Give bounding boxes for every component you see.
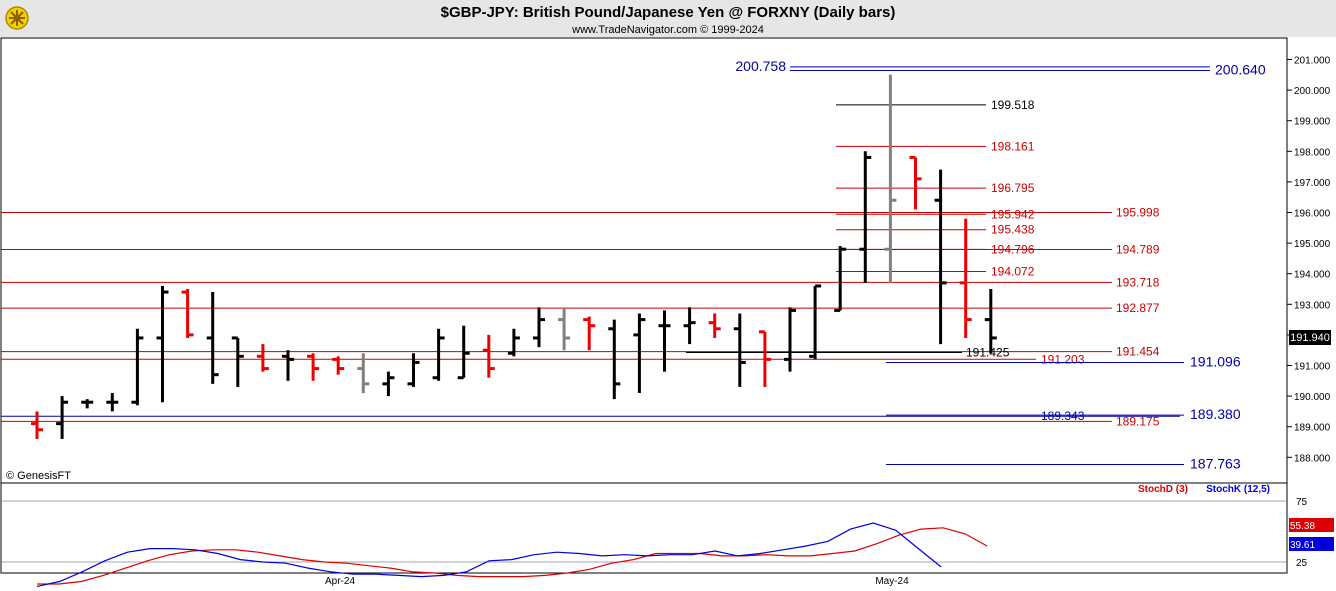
oscillator-pane-frame bbox=[0, 482, 1288, 574]
stoch-k-value: 39.61 bbox=[1290, 540, 1315, 551]
ohlc-bar bbox=[81, 399, 94, 409]
ohlc-bar bbox=[934, 169, 947, 345]
stoch-d-value-tag: 55.38 bbox=[1289, 518, 1334, 532]
price-tick-label: 191.000 bbox=[1294, 362, 1331, 373]
ohlc-bar bbox=[307, 353, 320, 381]
price-tick-label: 199.000 bbox=[1294, 117, 1331, 128]
ohlc-bar bbox=[859, 151, 872, 283]
ohlc-bar bbox=[332, 356, 345, 375]
level-label: 189.343 bbox=[1041, 409, 1085, 423]
ohlc-bar bbox=[256, 344, 269, 372]
stoch-k-legend: StochK (12,5) bbox=[1206, 484, 1270, 495]
ohlc-bar bbox=[633, 313, 646, 394]
price-axis: 201.000 200.000 199.000 198.000 197.000 196.0… bbox=[1287, 56, 1331, 464]
ship-wheel-logo-icon[interactable] bbox=[5, 6, 29, 30]
level-label: 192.877 bbox=[1116, 301, 1160, 315]
ohlc-bar bbox=[708, 313, 721, 338]
ohlc-bar bbox=[482, 334, 495, 378]
level-label: 196.795 bbox=[991, 181, 1035, 195]
price-tick-label: 197.000 bbox=[1294, 178, 1331, 189]
ohlc-bar bbox=[984, 289, 997, 354]
level-label: 189.380 bbox=[1190, 406, 1241, 422]
stoch-d-series bbox=[37, 527, 988, 585]
level-label: 195.998 bbox=[1116, 206, 1160, 220]
ohlc-bar bbox=[282, 350, 294, 381]
ohlc-bar bbox=[959, 218, 972, 338]
ohlc-bar bbox=[432, 328, 445, 381]
ohlc-bar bbox=[382, 371, 395, 397]
level-label: 191.203 bbox=[1041, 352, 1085, 366]
watermark: © GenesisFT bbox=[6, 470, 71, 482]
price-tick-label: 201.000 bbox=[1294, 56, 1331, 67]
stoch-d-legend: StochD (3) bbox=[1138, 484, 1188, 495]
level-label: 189.175 bbox=[1116, 414, 1160, 428]
price-tick-label: 196.000 bbox=[1294, 209, 1331, 220]
price-tick-label: 189.000 bbox=[1294, 423, 1331, 434]
support-resistance-levels: 200.758 200.640 199.518 198.161 196.795 195.9… bbox=[1, 58, 1266, 472]
stoch-tick-25: 25 bbox=[1296, 558, 1308, 569]
ohlc-bar bbox=[407, 353, 420, 387]
ohlc-bar bbox=[884, 74, 897, 283]
level-label: 191.454 bbox=[1116, 345, 1160, 359]
ohlc-bar bbox=[181, 289, 194, 338]
last-price-value: 191.940 bbox=[1290, 332, 1330, 344]
chart-subtitle: www.TradeNavigator.com © 1999-2024 bbox=[571, 24, 764, 36]
ohlc-bar bbox=[156, 285, 169, 403]
ohlc-bar bbox=[357, 353, 370, 394]
price-tick-label: 193.000 bbox=[1294, 300, 1331, 311]
level-label: 200.758 bbox=[735, 58, 786, 74]
level-label: 193.718 bbox=[1116, 275, 1160, 289]
ohlc-bar bbox=[809, 284, 822, 360]
chart-title: $GBP-JPY: British Pound/Japanese Yen @ F… bbox=[441, 4, 896, 21]
ohlc-bar bbox=[206, 292, 219, 384]
stoch-tick-75: 75 bbox=[1296, 497, 1308, 508]
stoch-k-value-tag: 39.61 bbox=[1289, 537, 1334, 551]
level-label: 191.425 bbox=[966, 345, 1010, 359]
ohlc-bar bbox=[909, 155, 922, 210]
level-label: 194.072 bbox=[991, 264, 1035, 278]
level-label: 198.161 bbox=[991, 139, 1035, 153]
level-label: 194.789 bbox=[1116, 243, 1160, 257]
price-tick-label: 190.000 bbox=[1294, 392, 1331, 403]
ohlc-bar bbox=[457, 325, 470, 380]
ohlc-bars bbox=[31, 74, 997, 439]
price-tick-label: 200.000 bbox=[1294, 86, 1331, 97]
stoch-k-series bbox=[36, 522, 942, 587]
x-label-apr: Apr-24 bbox=[325, 576, 355, 587]
level-label: 195.942 bbox=[991, 207, 1035, 221]
ohlc-bar bbox=[583, 316, 596, 351]
price-tick-label: 188.000 bbox=[1294, 453, 1331, 464]
last-price-tag: 191.940 bbox=[1289, 330, 1331, 345]
price-tick-label: 198.000 bbox=[1294, 147, 1331, 158]
ohlc-bar bbox=[533, 307, 545, 348]
header-bar bbox=[0, 0, 1336, 37]
ohlc-bar bbox=[683, 307, 696, 345]
ohlc-bar bbox=[758, 330, 771, 387]
ohlc-bar bbox=[131, 328, 144, 406]
x-label-may: May-24 bbox=[875, 576, 909, 587]
ohlc-bar bbox=[231, 336, 244, 387]
level-label: 195.438 bbox=[991, 223, 1035, 237]
ohlc-bar bbox=[106, 393, 119, 412]
level-label: 191.096 bbox=[1190, 354, 1241, 370]
ohlc-bar bbox=[31, 411, 43, 439]
level-label: 199.518 bbox=[991, 98, 1035, 112]
price-tick-label: 194.000 bbox=[1294, 270, 1331, 281]
ohlc-bar bbox=[507, 328, 520, 357]
stoch-d-value: 55.38 bbox=[1290, 521, 1315, 532]
level-label: 187.763 bbox=[1190, 456, 1241, 472]
ohlc-bar bbox=[608, 319, 621, 400]
ohlc-bar bbox=[56, 396, 69, 439]
level-label: 200.640 bbox=[1215, 62, 1266, 78]
ohlc-bar bbox=[784, 307, 796, 372]
ohlc-bar bbox=[733, 313, 746, 387]
ohlc-bar bbox=[558, 307, 571, 351]
ohlc-bar bbox=[834, 246, 847, 312]
ohlc-bar bbox=[658, 310, 671, 372]
price-tick-label: 195.000 bbox=[1294, 239, 1331, 250]
